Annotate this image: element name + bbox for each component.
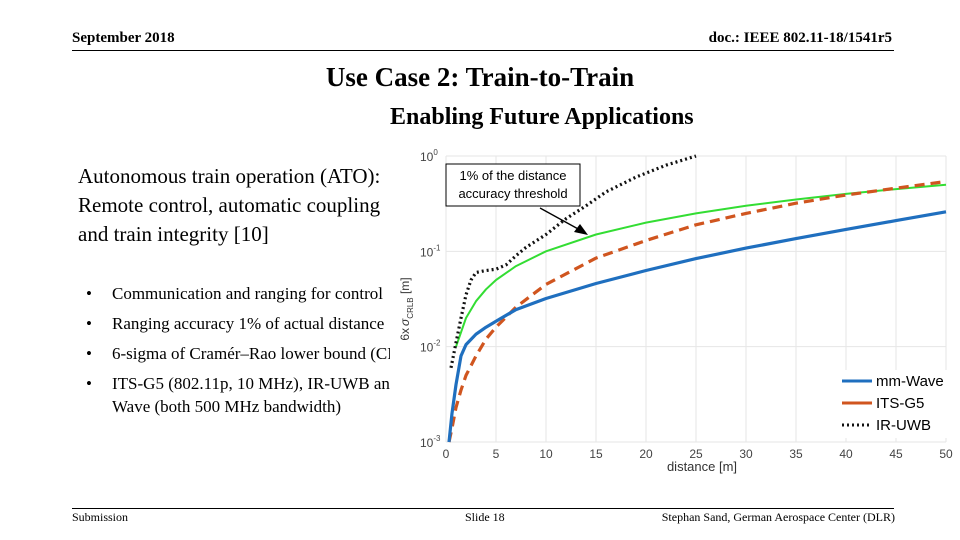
annotation-arrow-shaft [539, 207, 581, 231]
annotation-line-1: 1% of the distance [460, 168, 567, 183]
chart-series [447, 154, 947, 443]
footer-author: Stephan Sand, German Aerospace Center (D… [661, 510, 895, 524]
footer-slide-number: Slide 18 [465, 510, 505, 524]
y-tick-label: 10-3 [420, 434, 441, 450]
x-tick-label: 10 [539, 447, 553, 461]
x-tick-label: 40 [839, 447, 853, 461]
y-tick-label: 100 [420, 148, 438, 164]
header-doc-id: doc.: IEEE 802.11-18/1541r5 [708, 30, 892, 46]
annotation-box [445, 163, 581, 207]
footer-rule [72, 508, 894, 509]
x-axis-label: distance [m] [667, 459, 737, 474]
x-tick-label: 5 [493, 447, 500, 461]
x-tick-label: 30 [739, 447, 753, 461]
footer-submission: Submission [72, 510, 129, 524]
y-tick-labels: 100 10-1 10-2 10-3 [420, 148, 441, 450]
legend-label-mm-wave: mm-Wave [876, 373, 944, 390]
annotation-line-2: accuracy threshold [458, 186, 567, 201]
header-rule [72, 50, 894, 51]
bullet-item: ITS-G5 (802.11p, 10 MHz), IR-UWB and mm-… [86, 372, 466, 418]
slide-title: Use Case 2: Train-to-Train [325, 62, 635, 92]
y-tick-label: 10-1 [420, 243, 441, 259]
legend-label-ir-uwb: IR-UWB [876, 417, 931, 434]
x-tick-label: 35 [789, 447, 803, 461]
series-line-1-threshold [455, 183, 947, 348]
x-tick-label: 0 [443, 447, 450, 461]
series-line-mm-wave [447, 210, 947, 443]
x-tick-label: 15 [589, 447, 603, 461]
x-tick-label: 45 [889, 447, 903, 461]
header-date: September 2018 [72, 30, 175, 46]
crlb-chart: 0 5 10 15 20 25 30 35 40 45 50 100 10-1 10-2 10-3 dis… [390, 144, 960, 490]
y-tick-label: 10-2 [420, 339, 441, 355]
series-line-ir-uwb [449, 154, 697, 369]
legend-label-its-g5: ITS-G5 [876, 395, 924, 412]
bullet-list: Communication and ranging for control Ra… [86, 282, 466, 425]
chart-legend: mm-Wave ITS-G5 IR-UWB [837, 370, 953, 438]
series-line-its-g5 [447, 179, 947, 443]
y-axis-label: 6xσCRLB [m] [398, 277, 415, 340]
intro-text: Autonomous train operation (ATO): Remote… [78, 164, 381, 246]
annotation-arrowhead [574, 224, 588, 235]
bullet-item: Ranging accuracy 1% of actual distance [86, 312, 466, 335]
x-tick-label: 25 [689, 447, 703, 461]
x-tick-label: 20 [639, 447, 653, 461]
bullet-item: Communication and ranging for control [86, 282, 466, 305]
slide-subtitle: Enabling Future Applications [390, 104, 694, 130]
x-tick-label: 50 [939, 447, 953, 461]
x-tick-labels: 0 5 10 15 20 25 30 35 40 45 50 [443, 447, 953, 461]
bullet-item: 6-sigma of Cramér–Rao lower bound (CRLB) [86, 342, 466, 365]
